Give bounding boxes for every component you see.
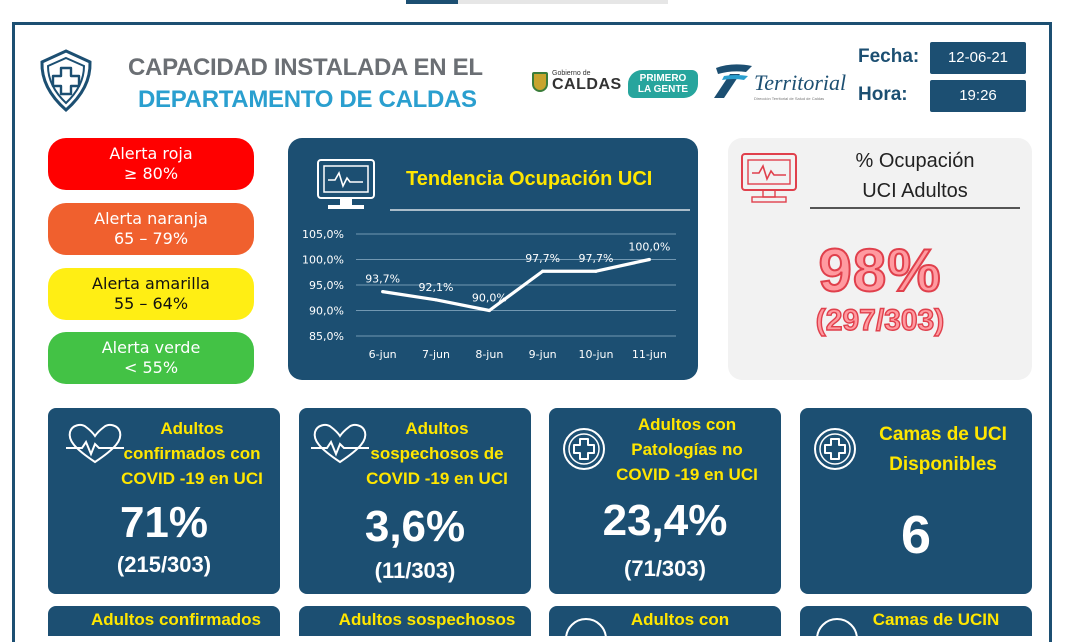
card2-suspected: Adultos sospechosos [299,606,531,636]
page-title-line1: CAPACIDAD INSTALADA EN EL [128,54,483,82]
y-tick-label: 90,0% [309,305,344,318]
alert-yellow-range: 55 – 64% [48,294,254,314]
card2-confirmed: Adultos confirmados [48,606,280,636]
occupancy-divider [810,207,1020,209]
primero-la-gente-logo: PRIMERO LA GENTE [628,70,698,98]
territorial-logo: Territorial Dirección Territorial de Sal… [710,62,850,102]
alert-yellow: Alerta amarilla 55 – 64% [48,268,254,320]
territorial-wordmark: Territorial [754,70,846,96]
alert-orange: Alerta naranja 65 – 79% [48,203,254,255]
card2-confirmed-label: Adultos confirmados [48,610,280,630]
occupancy-title-line2: UCI Adultos [820,180,1010,203]
occupancy-title-line1: % Ocupación [820,150,1010,173]
card2-suspected-label: Adultos sospechosos [299,610,531,630]
occupancy-fraction: (297/303) [728,304,1032,338]
gobierno-caldas-logo: Gobierno de CALDAS [532,70,622,93]
x-tick-label: 8-jun [475,348,503,361]
territorial-mark-icon [710,62,754,100]
primero-line2: LA GENTE [628,84,698,95]
data-point [434,298,437,301]
card-suspected-label: Adultos sospechosos de COVID -19 en UCI [349,416,525,491]
data-label: 92,1% [419,281,454,294]
alert-orange-range: 65 – 79% [48,229,254,249]
monitor-icon [740,152,800,206]
caldas-label: CALDAS [552,77,622,93]
card-confirmed-fraction: (215/303) [48,552,280,578]
card-uci-beds-value: 6 [800,504,1032,566]
caldas-crest-icon [532,72,548,92]
card-suspected-percent: 3,6% [299,502,531,552]
y-tick-label: 95,0% [309,279,344,292]
card2-non-covid-label: Adultos con [549,610,781,630]
alert-red-name: Alerta roja [48,144,254,164]
alert-red: Alerta roja ≥ 80% [48,138,254,190]
data-point [381,290,384,293]
y-tick-label: 85,0% [309,330,344,343]
fecha-label: Fecha: [858,46,919,68]
occupancy-percent: 98% [728,236,1032,305]
alert-green-range: < 55% [48,358,254,378]
hora-label: Hora: [858,84,908,106]
y-tick-label: 105,0% [302,228,344,241]
fecha-value: 12-06-21 [930,42,1026,74]
x-tick-label: 6-jun [369,348,397,361]
data-label: 97,7% [579,252,614,265]
card-confirmed-percent: 71% [48,498,280,548]
alert-orange-name: Alerta naranja [48,209,254,229]
alert-yellow-name: Alerta amarilla [48,274,254,294]
data-label: 97,7% [525,252,560,265]
page-title-line2: DEPARTAMENTO DE CALDAS [138,86,477,114]
occupancy-panel: % Ocupación UCI Adultos 98% (297/303) [728,138,1032,380]
data-point [541,270,544,273]
card2-ucin-label: Camas de UCIN [800,610,1032,630]
primero-line1: PRIMERO [628,73,698,84]
x-tick-label: 11-jun [632,348,667,361]
top-scroll-thumb [406,0,458,4]
data-point [594,270,597,273]
alert-green: Alerta verde < 55% [48,332,254,384]
card-uci-beds: Camas de UCI Disponibles 6 [800,408,1032,594]
data-point [488,309,491,312]
data-label: 90,0% [472,292,507,305]
trend-title: Tendencia Ocupación UCI [406,168,652,191]
card-non-covid: Adultos con Patologías no COVID -19 en U… [549,408,781,594]
card-confirmed-label: Adultos confirmados con COVID -19 en UCI [104,416,280,491]
trend-panel: 85,0% 90,0% 95,0% 100,0% 105,0% 6-jun 7-jun 8-j… [288,138,698,380]
hora-value: 19:26 [930,80,1026,112]
medical-cross-icon [812,426,858,472]
x-tick-label: 7-jun [422,348,450,361]
y-tick-label: 100,0% [302,254,344,267]
card-non-covid-label: Adultos con Patologías no COVID -19 en U… [599,412,775,487]
monitor-icon [318,160,374,209]
card2-ucin-beds: Camas de UCIN [800,606,1032,636]
card-uci-beds-label: Camas de UCI Disponibles [858,420,1028,480]
alert-red-range: ≥ 80% [48,164,254,184]
card-non-covid-percent: 23,4% [549,496,781,546]
x-tick-label: 9-jun [529,348,557,361]
card-suspected-covid: Adultos sospechosos de COVID -19 en UCI … [299,408,531,594]
territorial-subtitle: Dirección Territorial de Salud de Caldas [754,96,824,101]
top-scroll-indicator [406,0,668,4]
card-non-covid-fraction: (71/303) [549,556,781,582]
data-point [648,258,651,261]
card-confirmed-covid: Adultos confirmados con COVID -19 en UCI… [48,408,280,594]
card2-non-covid: Adultos con [549,606,781,636]
medical-shield-icon [36,48,96,114]
x-tick-label: 10-jun [579,348,614,361]
data-label: 100,0% [628,241,670,254]
alert-green-name: Alerta verde [48,338,254,358]
data-label: 93,7% [365,273,400,286]
card-suspected-fraction: (11/303) [299,558,531,584]
